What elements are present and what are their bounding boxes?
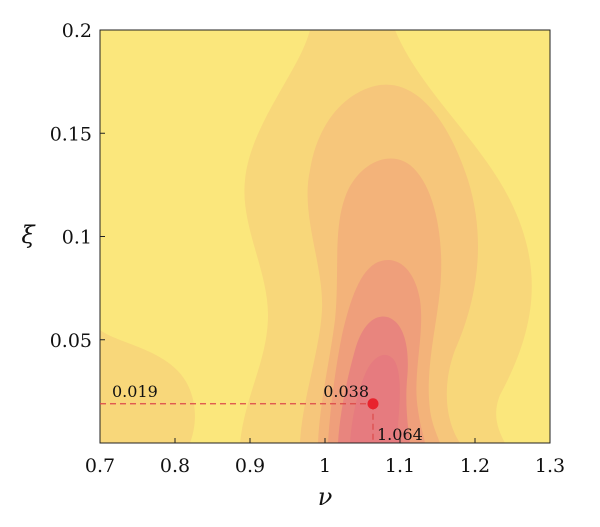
- y-axis-label: ξ: [21, 221, 36, 249]
- annotation-y-value: 0.019: [112, 382, 158, 401]
- y-tick-label: 0.2: [62, 20, 92, 42]
- minimum-point: [367, 398, 379, 410]
- x-axis-ticks: 0.7 0.8 0.9 1 1.1 1.2 1.3: [85, 438, 565, 477]
- y-tick-label: 0.1: [62, 227, 92, 249]
- x-tick-label: 1.3: [535, 455, 565, 477]
- plot-area: [100, 30, 550, 443]
- x-tick-label: 1: [319, 455, 331, 477]
- x-axis-label: ν: [318, 483, 333, 511]
- x-tick-label: 0.8: [160, 455, 190, 477]
- y-axis-ticks: 0.05 0.1 0.15 0.2: [50, 20, 105, 352]
- x-tick-label: 1.1: [385, 455, 415, 477]
- annotation-x-value: 1.064: [377, 425, 423, 444]
- x-tick-label: 1.2: [460, 455, 490, 477]
- y-tick-label: 0.05: [50, 330, 92, 352]
- y-tick-label: 0.15: [50, 123, 92, 145]
- x-tick-label: 0.9: [235, 455, 265, 477]
- annotation-min-value: 0.038: [323, 382, 369, 401]
- x-tick-label: 0.7: [85, 455, 115, 477]
